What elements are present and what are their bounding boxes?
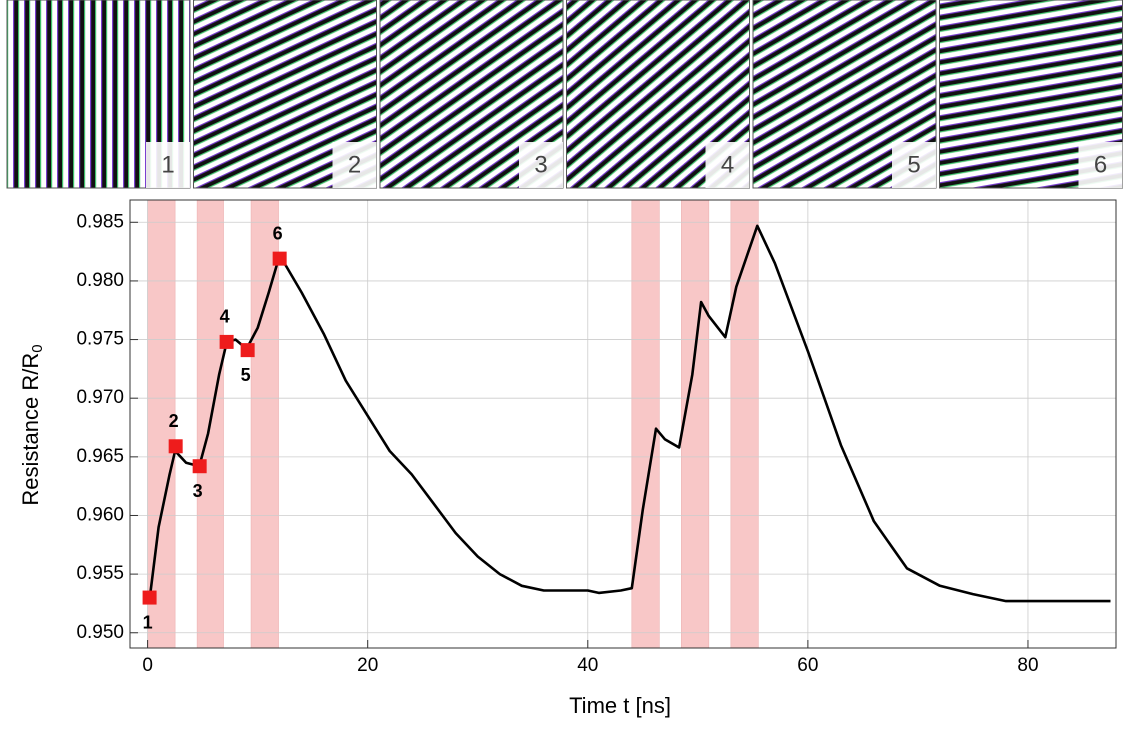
panel: 4 [566,0,750,189]
y-tick-label: 0.980 [76,270,124,291]
panel-label-box [519,142,563,188]
panel-border [752,0,937,189]
plot-area [130,200,1116,648]
y-tick-label: 0.965 [76,446,124,467]
y-axis-label-main: Resistance R/R [18,353,43,506]
panel-border [939,0,1123,189]
y-tick-label: 0.960 [76,504,124,525]
panel-stripes [939,0,1123,188]
panel-label: 6 [1094,151,1107,178]
panel-label: 1 [161,151,174,178]
x-tick-label: 40 [577,655,598,676]
x-tick-label: 0 [142,655,153,676]
plot: 0.950 0.955 0.960 0.965 0.970 0.975 0.980 0.985… [76,199,1117,676]
panel-label: 3 [534,151,547,178]
marker-label: 4 [220,307,230,327]
panel-label-box [1078,142,1123,188]
panel-label: 4 [721,151,734,178]
panels: 1 2 3 4 5 6 [6,0,1123,189]
marker [192,459,207,474]
panel-stripes [566,0,750,188]
panel-image [753,0,936,188]
panel: 6 [939,0,1123,189]
marker [240,343,255,358]
y-axis-label-sub: 0 [29,344,46,352]
marker [168,439,183,454]
y-tick-label: 0.950 [76,622,124,643]
panel-image [7,0,190,188]
y-tick-label: 0.970 [76,387,124,408]
panel-border [566,0,750,189]
marker-label: 3 [193,481,203,501]
panel: 2 [193,0,377,189]
marker-label: 1 [143,612,153,632]
panel-border [379,0,564,189]
shaded-region [631,199,660,649]
marker-label: 2 [169,411,179,431]
panel-label-box [892,142,936,188]
panel: 3 [379,0,564,189]
marker [142,590,157,605]
panel-border [193,0,377,189]
panel-label-box [705,142,750,188]
plot-frame [129,199,1117,649]
marker [272,251,287,266]
panel: 1 [6,0,191,189]
panel-stripes [380,0,563,188]
marker-label: 6 [273,223,283,243]
shaded-region [730,199,759,649]
panel-label: 2 [348,151,361,178]
data-line [148,224,1111,603]
marker [219,334,234,349]
x-tick-label: 60 [797,655,818,676]
shaded-region [681,199,710,649]
panel-label-box [146,142,190,188]
shaded-region [250,199,279,649]
panel-border [6,0,191,189]
x-tick-label: 20 [357,655,378,676]
x-axis-label: Time t [ns] [569,693,671,718]
panel: 5 [752,0,937,189]
y-tick-label: 0.985 [76,211,124,232]
panel-stripes [753,0,936,188]
panel-label-box [332,142,377,188]
panel-label: 5 [907,151,920,178]
y-tick-label: 0.955 [76,563,124,584]
panel-stripes [193,0,377,188]
y-tick-label: 0.975 [76,329,124,350]
y-axis-label: Resistance R/R0 [18,344,46,505]
x-tick-label: 80 [1017,655,1038,676]
marker-label: 5 [241,365,251,385]
